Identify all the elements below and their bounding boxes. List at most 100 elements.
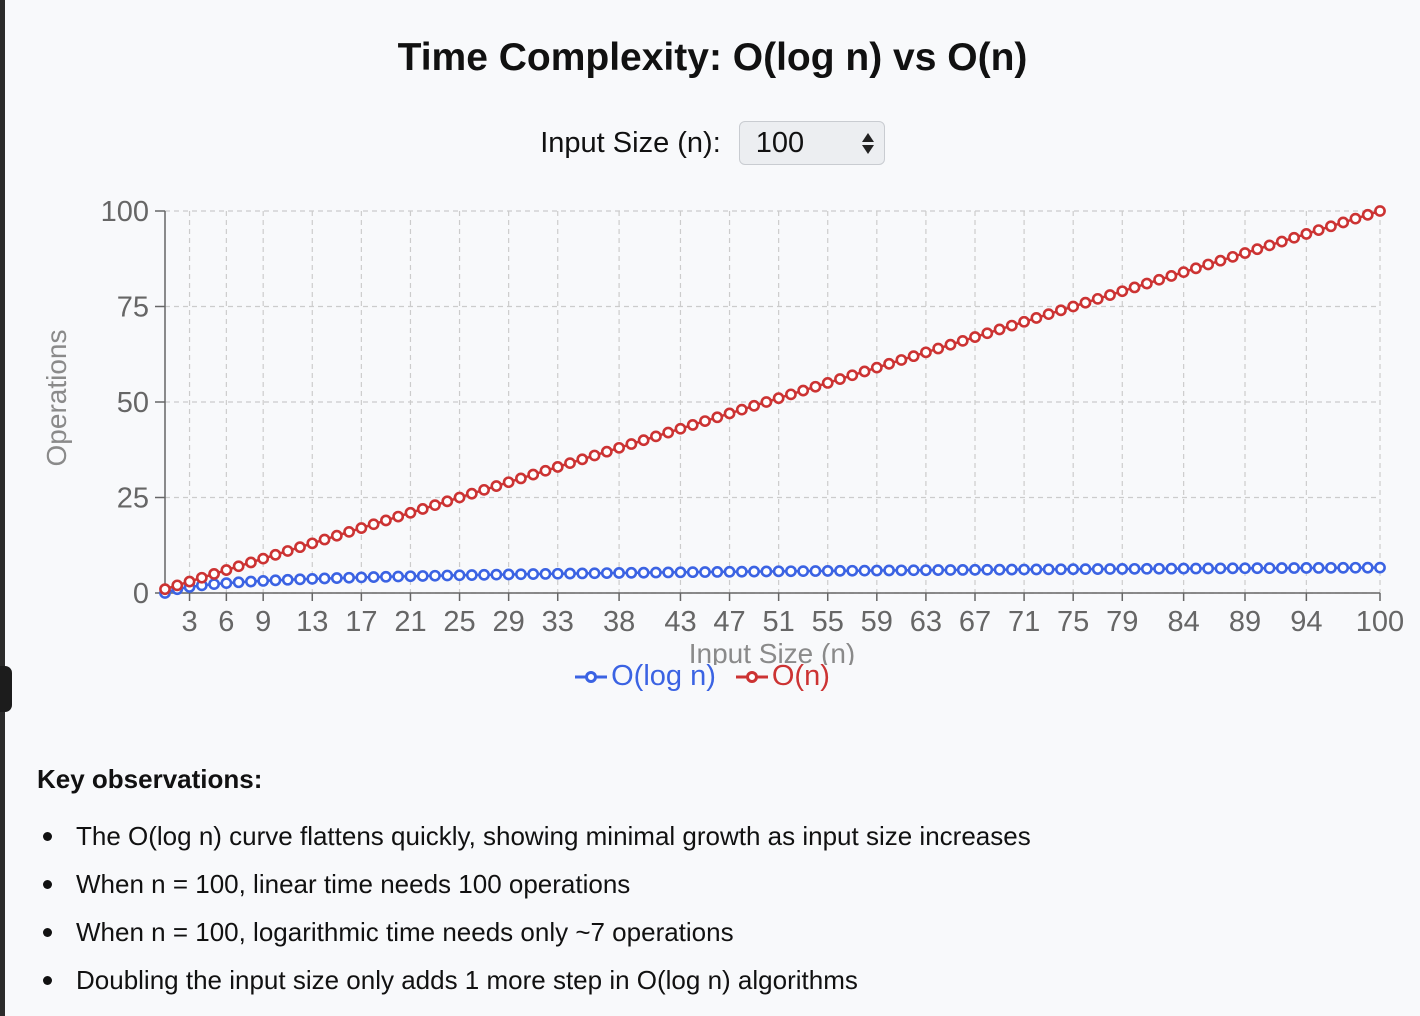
series-linear-line — [164, 209, 1381, 591]
linear-data-point — [502, 476, 515, 489]
log-data-point — [208, 578, 220, 591]
log-data-point — [821, 565, 834, 577]
linear-data-point — [797, 384, 810, 397]
log-data-point — [1030, 563, 1043, 576]
log-data-point — [367, 571, 380, 583]
log-data-point — [870, 564, 883, 577]
linear-data-point — [539, 464, 552, 477]
log-data-point — [748, 565, 760, 578]
linear-data-point — [625, 438, 638, 450]
linear-data-point — [1018, 315, 1030, 328]
linear-data-point — [699, 415, 711, 427]
linear-data-point — [1214, 254, 1227, 267]
linear-data-point — [232, 560, 245, 573]
log-data-point — [478, 568, 490, 581]
linear-data-point — [637, 434, 650, 447]
x-tick-label: 47 — [713, 606, 745, 638]
linear-data-point — [1361, 208, 1374, 221]
legend-item-log[interactable]: O(log n) — [575, 660, 716, 693]
x-tick-label: 9 — [255, 606, 271, 638]
linear-data-point — [858, 365, 871, 378]
linear-data-point — [834, 373, 846, 385]
log-data-point — [294, 573, 306, 586]
log-data-point — [735, 565, 748, 578]
input-size-label: Input Size (n): — [540, 126, 721, 159]
log-data-point — [723, 565, 736, 578]
linear-data-point — [367, 518, 380, 531]
log-data-point — [637, 566, 650, 579]
x-tick-label: 59 — [861, 606, 893, 638]
linear-data-point — [1055, 304, 1067, 317]
series-log-line — [164, 566, 1381, 595]
linear-data-point — [1374, 205, 1386, 217]
linear-data-point — [576, 453, 589, 466]
linear-data-point — [735, 403, 748, 416]
x-tick-label: 100 — [1356, 606, 1404, 638]
input-size-value[interactable]: 100 — [755, 126, 805, 159]
log-data-point — [1128, 562, 1141, 575]
log-data-point — [318, 572, 331, 585]
log-data-point — [1300, 562, 1313, 574]
linear-data-point — [208, 567, 220, 580]
spinner-up-icon[interactable] — [861, 132, 874, 142]
linear-data-point — [1116, 285, 1129, 298]
y-axis-label: Operations — [41, 330, 72, 467]
linear-data-point — [1104, 289, 1116, 301]
log-data-point — [711, 565, 724, 578]
log-data-point — [772, 565, 785, 578]
linear-data-point — [600, 445, 613, 458]
linear-data-point — [257, 552, 270, 565]
linear-data-point — [404, 506, 417, 519]
x-tick-label: 33 — [542, 606, 574, 638]
linear-data-point — [1140, 277, 1153, 290]
linear-data-point — [441, 495, 454, 508]
linear-data-point — [1165, 270, 1178, 282]
log-data-point — [699, 566, 711, 578]
linear-data-point — [171, 579, 184, 592]
log-data-point — [1214, 562, 1227, 575]
linear-data-point — [613, 441, 625, 454]
page-title: Time Complexity: O(log n) vs O(n) — [397, 36, 1028, 79]
log-data-point — [1005, 563, 1018, 576]
window-drag-handle[interactable] — [0, 666, 12, 712]
linear-data-point — [895, 354, 908, 366]
spinner-down-icon[interactable] — [861, 144, 874, 154]
linear-data-point — [1300, 228, 1313, 240]
x-tick-label: 29 — [493, 606, 525, 638]
log-data-point — [686, 566, 699, 579]
log-data-point — [1190, 562, 1202, 575]
legend-log-line-icon — [575, 670, 608, 683]
log-data-point — [956, 564, 969, 576]
log-data-point — [453, 569, 466, 582]
log-data-point — [588, 567, 601, 580]
linear-data-point — [527, 468, 540, 481]
log-data-point — [1226, 562, 1239, 575]
linear-data-point — [392, 510, 405, 523]
log-data-point — [981, 563, 994, 576]
linear-data-point — [1349, 212, 1362, 225]
log-data-point — [429, 569, 441, 582]
log-data-point — [355, 571, 368, 584]
linear-data-point — [490, 480, 503, 492]
linear-data-point — [1091, 292, 1104, 305]
linear-data-point — [515, 472, 527, 485]
linear-data-point — [1177, 266, 1190, 279]
x-tick-label: 63 — [910, 606, 942, 638]
legend-item-linear[interactable]: O(n) — [735, 660, 830, 693]
input-size-field[interactable]: 100 — [738, 121, 885, 165]
log-data-point — [1018, 563, 1030, 576]
log-data-point — [650, 566, 662, 579]
log-data-point — [1165, 562, 1178, 575]
linear-data-point — [551, 461, 564, 473]
linear-data-point — [429, 499, 441, 512]
linear-data-point — [932, 342, 945, 355]
linear-data-point — [821, 376, 834, 389]
linear-data-point — [662, 426, 675, 439]
x-tick-label: 75 — [1057, 606, 1089, 638]
log-data-point — [465, 569, 478, 581]
log-data-point — [846, 564, 859, 577]
linear-data-point — [1275, 235, 1288, 248]
number-spinner[interactable] — [861, 132, 874, 154]
log-data-point — [662, 566, 675, 579]
linear-data-point — [478, 483, 490, 496]
